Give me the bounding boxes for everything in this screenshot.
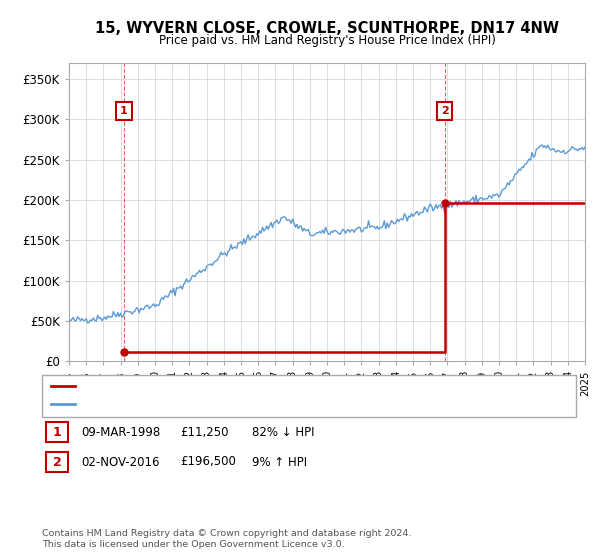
Text: 1: 1 [53, 426, 61, 439]
Text: 09-MAR-1998: 09-MAR-1998 [81, 426, 160, 439]
Text: HPI: Average price, detached house, North Lincolnshire: HPI: Average price, detached house, Nort… [81, 399, 369, 409]
Text: Contains HM Land Registry data © Crown copyright and database right 2024.
This d: Contains HM Land Registry data © Crown c… [42, 529, 412, 549]
Text: 9% ↑ HPI: 9% ↑ HPI [252, 455, 307, 469]
Text: £11,250: £11,250 [180, 426, 229, 439]
Text: 1: 1 [120, 106, 128, 116]
Text: £196,500: £196,500 [180, 455, 236, 469]
Text: 2: 2 [441, 106, 449, 116]
Text: 02-NOV-2016: 02-NOV-2016 [81, 455, 160, 469]
Text: 15, WYVERN CLOSE, CROWLE, SCUNTHORPE, DN17 4NW (detached house): 15, WYVERN CLOSE, CROWLE, SCUNTHORPE, DN… [81, 381, 472, 391]
Text: 15, WYVERN CLOSE, CROWLE, SCUNTHORPE, DN17 4NW: 15, WYVERN CLOSE, CROWLE, SCUNTHORPE, DN… [95, 21, 559, 36]
Text: Price paid vs. HM Land Registry's House Price Index (HPI): Price paid vs. HM Land Registry's House … [158, 34, 496, 46]
Text: 82% ↓ HPI: 82% ↓ HPI [252, 426, 314, 439]
Text: 2: 2 [53, 455, 61, 469]
